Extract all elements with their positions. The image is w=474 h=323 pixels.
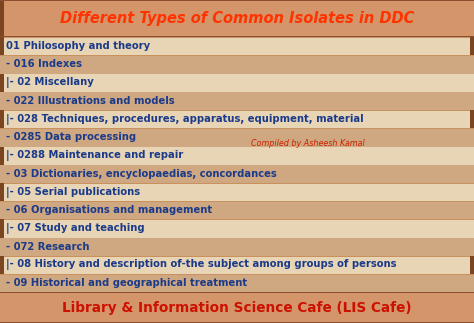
FancyBboxPatch shape bbox=[0, 37, 4, 55]
Text: Library & Information Science Cafe (LIS Cafe): Library & Information Science Cafe (LIS … bbox=[62, 301, 412, 315]
FancyBboxPatch shape bbox=[0, 292, 474, 293]
Text: - 03 Dictionaries, encyclopaedias, concordances: - 03 Dictionaries, encyclopaedias, conco… bbox=[6, 169, 277, 179]
FancyBboxPatch shape bbox=[0, 292, 474, 323]
FancyBboxPatch shape bbox=[470, 37, 474, 55]
FancyBboxPatch shape bbox=[0, 92, 474, 110]
FancyBboxPatch shape bbox=[470, 256, 474, 274]
FancyBboxPatch shape bbox=[0, 256, 474, 274]
Text: Different Types of Common Isolates in DDC: Different Types of Common Isolates in DD… bbox=[60, 11, 414, 26]
FancyBboxPatch shape bbox=[0, 0, 4, 37]
Text: - 022 Illustrations and models: - 022 Illustrations and models bbox=[6, 96, 175, 106]
FancyBboxPatch shape bbox=[0, 165, 474, 183]
Text: - 072 Research: - 072 Research bbox=[6, 242, 90, 252]
FancyBboxPatch shape bbox=[0, 201, 474, 202]
Text: |- 02 Miscellany: |- 02 Miscellany bbox=[6, 77, 94, 88]
FancyBboxPatch shape bbox=[0, 128, 474, 147]
Text: |- 05 Serial publications: |- 05 Serial publications bbox=[6, 187, 140, 198]
FancyBboxPatch shape bbox=[0, 183, 474, 201]
Text: - 016 Indexes: - 016 Indexes bbox=[6, 59, 82, 69]
Text: - 0285 Data processing: - 0285 Data processing bbox=[6, 132, 137, 142]
FancyBboxPatch shape bbox=[0, 201, 474, 219]
Text: |- 07 Study and teaching: |- 07 Study and teaching bbox=[6, 223, 145, 234]
FancyBboxPatch shape bbox=[0, 128, 474, 129]
FancyBboxPatch shape bbox=[0, 219, 474, 238]
FancyBboxPatch shape bbox=[0, 110, 474, 128]
FancyBboxPatch shape bbox=[0, 0, 474, 1]
Text: 01 Philosophy and theory: 01 Philosophy and theory bbox=[6, 41, 150, 51]
FancyBboxPatch shape bbox=[0, 110, 4, 128]
FancyBboxPatch shape bbox=[0, 322, 474, 323]
FancyBboxPatch shape bbox=[0, 55, 474, 74]
FancyBboxPatch shape bbox=[0, 74, 4, 92]
FancyBboxPatch shape bbox=[0, 256, 4, 274]
FancyBboxPatch shape bbox=[0, 274, 474, 275]
Text: Compiled by Asheesh Kamal: Compiled by Asheesh Kamal bbox=[251, 139, 365, 148]
Text: - 06 Organisations and management: - 06 Organisations and management bbox=[6, 205, 212, 215]
FancyBboxPatch shape bbox=[0, 37, 474, 38]
FancyBboxPatch shape bbox=[0, 55, 474, 56]
FancyBboxPatch shape bbox=[0, 147, 4, 165]
Text: |- 08 History and description of-the subject among groups of persons: |- 08 History and description of-the sub… bbox=[6, 259, 397, 270]
FancyBboxPatch shape bbox=[0, 74, 474, 92]
FancyBboxPatch shape bbox=[0, 110, 474, 111]
FancyBboxPatch shape bbox=[0, 183, 4, 201]
FancyBboxPatch shape bbox=[0, 274, 474, 292]
FancyBboxPatch shape bbox=[0, 219, 4, 238]
FancyBboxPatch shape bbox=[0, 0, 474, 37]
Text: |- 0288 Maintenance and repair: |- 0288 Maintenance and repair bbox=[6, 150, 183, 161]
FancyBboxPatch shape bbox=[0, 219, 474, 220]
FancyBboxPatch shape bbox=[0, 36, 474, 37]
Text: - 09 Historical and geographical treatment: - 09 Historical and geographical treatme… bbox=[6, 278, 247, 288]
FancyBboxPatch shape bbox=[0, 37, 474, 55]
FancyBboxPatch shape bbox=[0, 147, 474, 165]
FancyBboxPatch shape bbox=[470, 110, 474, 128]
FancyBboxPatch shape bbox=[0, 238, 474, 256]
Text: |- 028 Techniques, procedures, apparatus, equipment, material: |- 028 Techniques, procedures, apparatus… bbox=[6, 114, 364, 125]
